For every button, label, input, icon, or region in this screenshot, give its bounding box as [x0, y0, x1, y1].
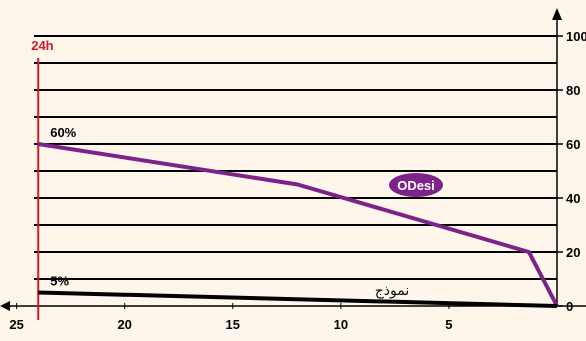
x-axis-arrow	[0, 301, 10, 311]
odesi-badge-label: ODesi	[397, 178, 435, 193]
grid-lines	[34, 35, 557, 280]
series-odesi-line	[37, 142, 559, 307]
x-tick-label: 15	[226, 317, 240, 332]
x-tick-label: 5	[445, 317, 452, 332]
series-lines	[37, 142, 559, 308]
axes: 0 20 40 60 80 100 25 20 15 10 5	[0, 8, 586, 332]
labels: 60% 5% ODesi نموذج	[50, 125, 443, 299]
y-tick-label: 100	[566, 29, 586, 44]
y-tick-label: 80	[566, 83, 580, 98]
y-axis-arrow	[552, 8, 562, 20]
y-tick-label: 20	[566, 245, 580, 260]
annotation-label: 5%	[50, 274, 69, 289]
annotation-label: 60%	[50, 125, 76, 140]
x-tick-label: 25	[9, 317, 23, 332]
y-tick-label: 40	[566, 191, 580, 206]
y-tick-label: 60	[566, 137, 580, 152]
y-tick-label: 0	[566, 299, 573, 314]
marker-24h: 24h	[31, 38, 54, 320]
x-tick-label: 10	[334, 317, 348, 332]
x-tick-label: 20	[117, 317, 131, 332]
model-series-label: نموذج	[375, 283, 410, 299]
series-model-line	[38, 290, 558, 308]
odesi-badge: ODesi	[389, 173, 443, 197]
odesi-badge-shape	[389, 173, 443, 197]
marker-24h-label: 24h	[31, 38, 53, 53]
